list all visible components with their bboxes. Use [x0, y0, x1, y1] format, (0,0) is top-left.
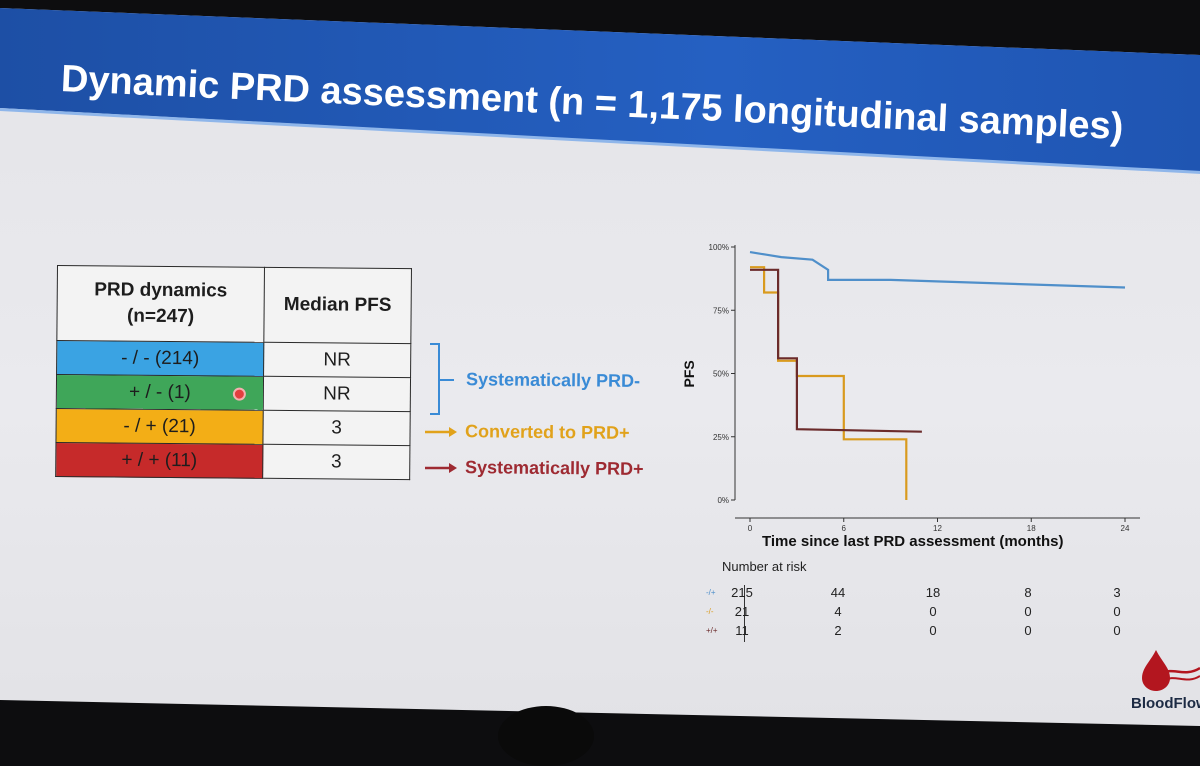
- bloodflow-logo-text: BloodFlow: [1131, 695, 1200, 712]
- x-tick-label: 24: [1121, 524, 1130, 533]
- table-row: + / - (1) NR: [56, 374, 411, 412]
- group-cell-label: + / - (1): [128, 381, 191, 403]
- red-arrow-icon: [425, 463, 457, 473]
- group-cell: + / - (1): [56, 374, 264, 411]
- header-prd-dynamics-label: PRD dynamics: [94, 279, 228, 302]
- median-cell: 3: [262, 410, 411, 446]
- table-row: - / + (21) 3: [55, 408, 411, 446]
- y-tick-label: 75%: [713, 306, 729, 315]
- risk-row-label: -/-: [706, 607, 714, 616]
- median-cell: NR: [263, 376, 411, 412]
- bloodflow-logo-icon: [1142, 650, 1200, 691]
- annotation-systematically-positive: Systematically PRD+: [464, 457, 644, 479]
- audience-head-silhouette: [498, 706, 594, 766]
- risk-cell: 2: [834, 623, 842, 638]
- km-series-line-0: [749, 251, 1126, 289]
- orange-arrow-icon: [425, 427, 457, 437]
- header-prd-dynamics: PRD dynamics (n=247): [56, 265, 265, 343]
- y-tick-label: 100%: [709, 243, 729, 252]
- risk-table-title: Number at risk: [722, 559, 807, 574]
- y-tick-label: 0%: [717, 496, 729, 505]
- risk-cell: 3: [1113, 585, 1121, 600]
- x-tick-label: 12: [933, 524, 942, 533]
- risk-cell: 0: [1113, 623, 1121, 638]
- bracket-shape: [430, 343, 440, 415]
- median-cell: NR: [263, 342, 411, 378]
- laser-pointer-dot: [232, 387, 246, 401]
- risk-cell: 0: [1024, 623, 1032, 638]
- x-tick-label: 0: [748, 524, 753, 533]
- risk-cell: 0: [929, 623, 937, 638]
- annotation-systematically-negative: Systematically PRD-: [465, 369, 641, 391]
- risk-cell: 0: [1024, 604, 1032, 619]
- annotation-converted: Converted to PRD+: [464, 421, 630, 443]
- group-cell: - / - (214): [56, 340, 264, 377]
- risk-table: -/+ 215 44 18 8 3 -/- 21 4 0 0 0 +/+ 11 2 0 0 0: [700, 582, 1140, 642]
- prd-dynamics-table: PRD dynamics (n=247) Median PFS - / - (2…: [55, 265, 412, 480]
- y-tick-label: 50%: [713, 370, 729, 379]
- x-tick-label: 6: [842, 524, 847, 533]
- km-series-line-1: [750, 266, 908, 500]
- table-row: + / + (11) 3: [55, 442, 410, 480]
- header-median-pfs: Median PFS: [263, 267, 412, 344]
- table-row: - / - (214) NR: [56, 340, 411, 378]
- risk-table-axis: [744, 585, 745, 642]
- group-cell: + / + (11): [55, 442, 263, 479]
- group-cell: - / + (21): [55, 408, 264, 445]
- kaplan-meier-chart: 0% 25% 50% 75% 100% 0 6 12 18 24 PFS Time since l…: [681, 243, 1140, 550]
- risk-row-label: +/+: [706, 626, 718, 635]
- risk-cell: 4: [834, 604, 842, 619]
- median-cell: 3: [262, 444, 410, 480]
- x-tick-label: 18: [1027, 524, 1036, 533]
- risk-cell: 11: [735, 623, 749, 638]
- risk-cell: 0: [929, 604, 937, 619]
- km-series-line-2: [750, 268, 922, 433]
- header-n-label: (n=247): [126, 305, 195, 328]
- y-axis-label: PFS: [681, 360, 697, 387]
- risk-cell: 44: [830, 585, 846, 600]
- risk-cell: 0: [1113, 604, 1121, 619]
- risk-cell: 21: [734, 604, 750, 619]
- risk-cell: 8: [1024, 585, 1032, 600]
- bracket-tick: [440, 379, 454, 381]
- y-tick-label: 25%: [713, 433, 729, 442]
- risk-cell: 18: [925, 585, 941, 600]
- table-header-row: PRD dynamics (n=247) Median PFS: [56, 265, 412, 344]
- x-axis-label: Time since last PRD assessment (months): [762, 533, 1064, 550]
- risk-row-label: -/+: [706, 588, 716, 597]
- risk-cell: 215: [731, 585, 753, 600]
